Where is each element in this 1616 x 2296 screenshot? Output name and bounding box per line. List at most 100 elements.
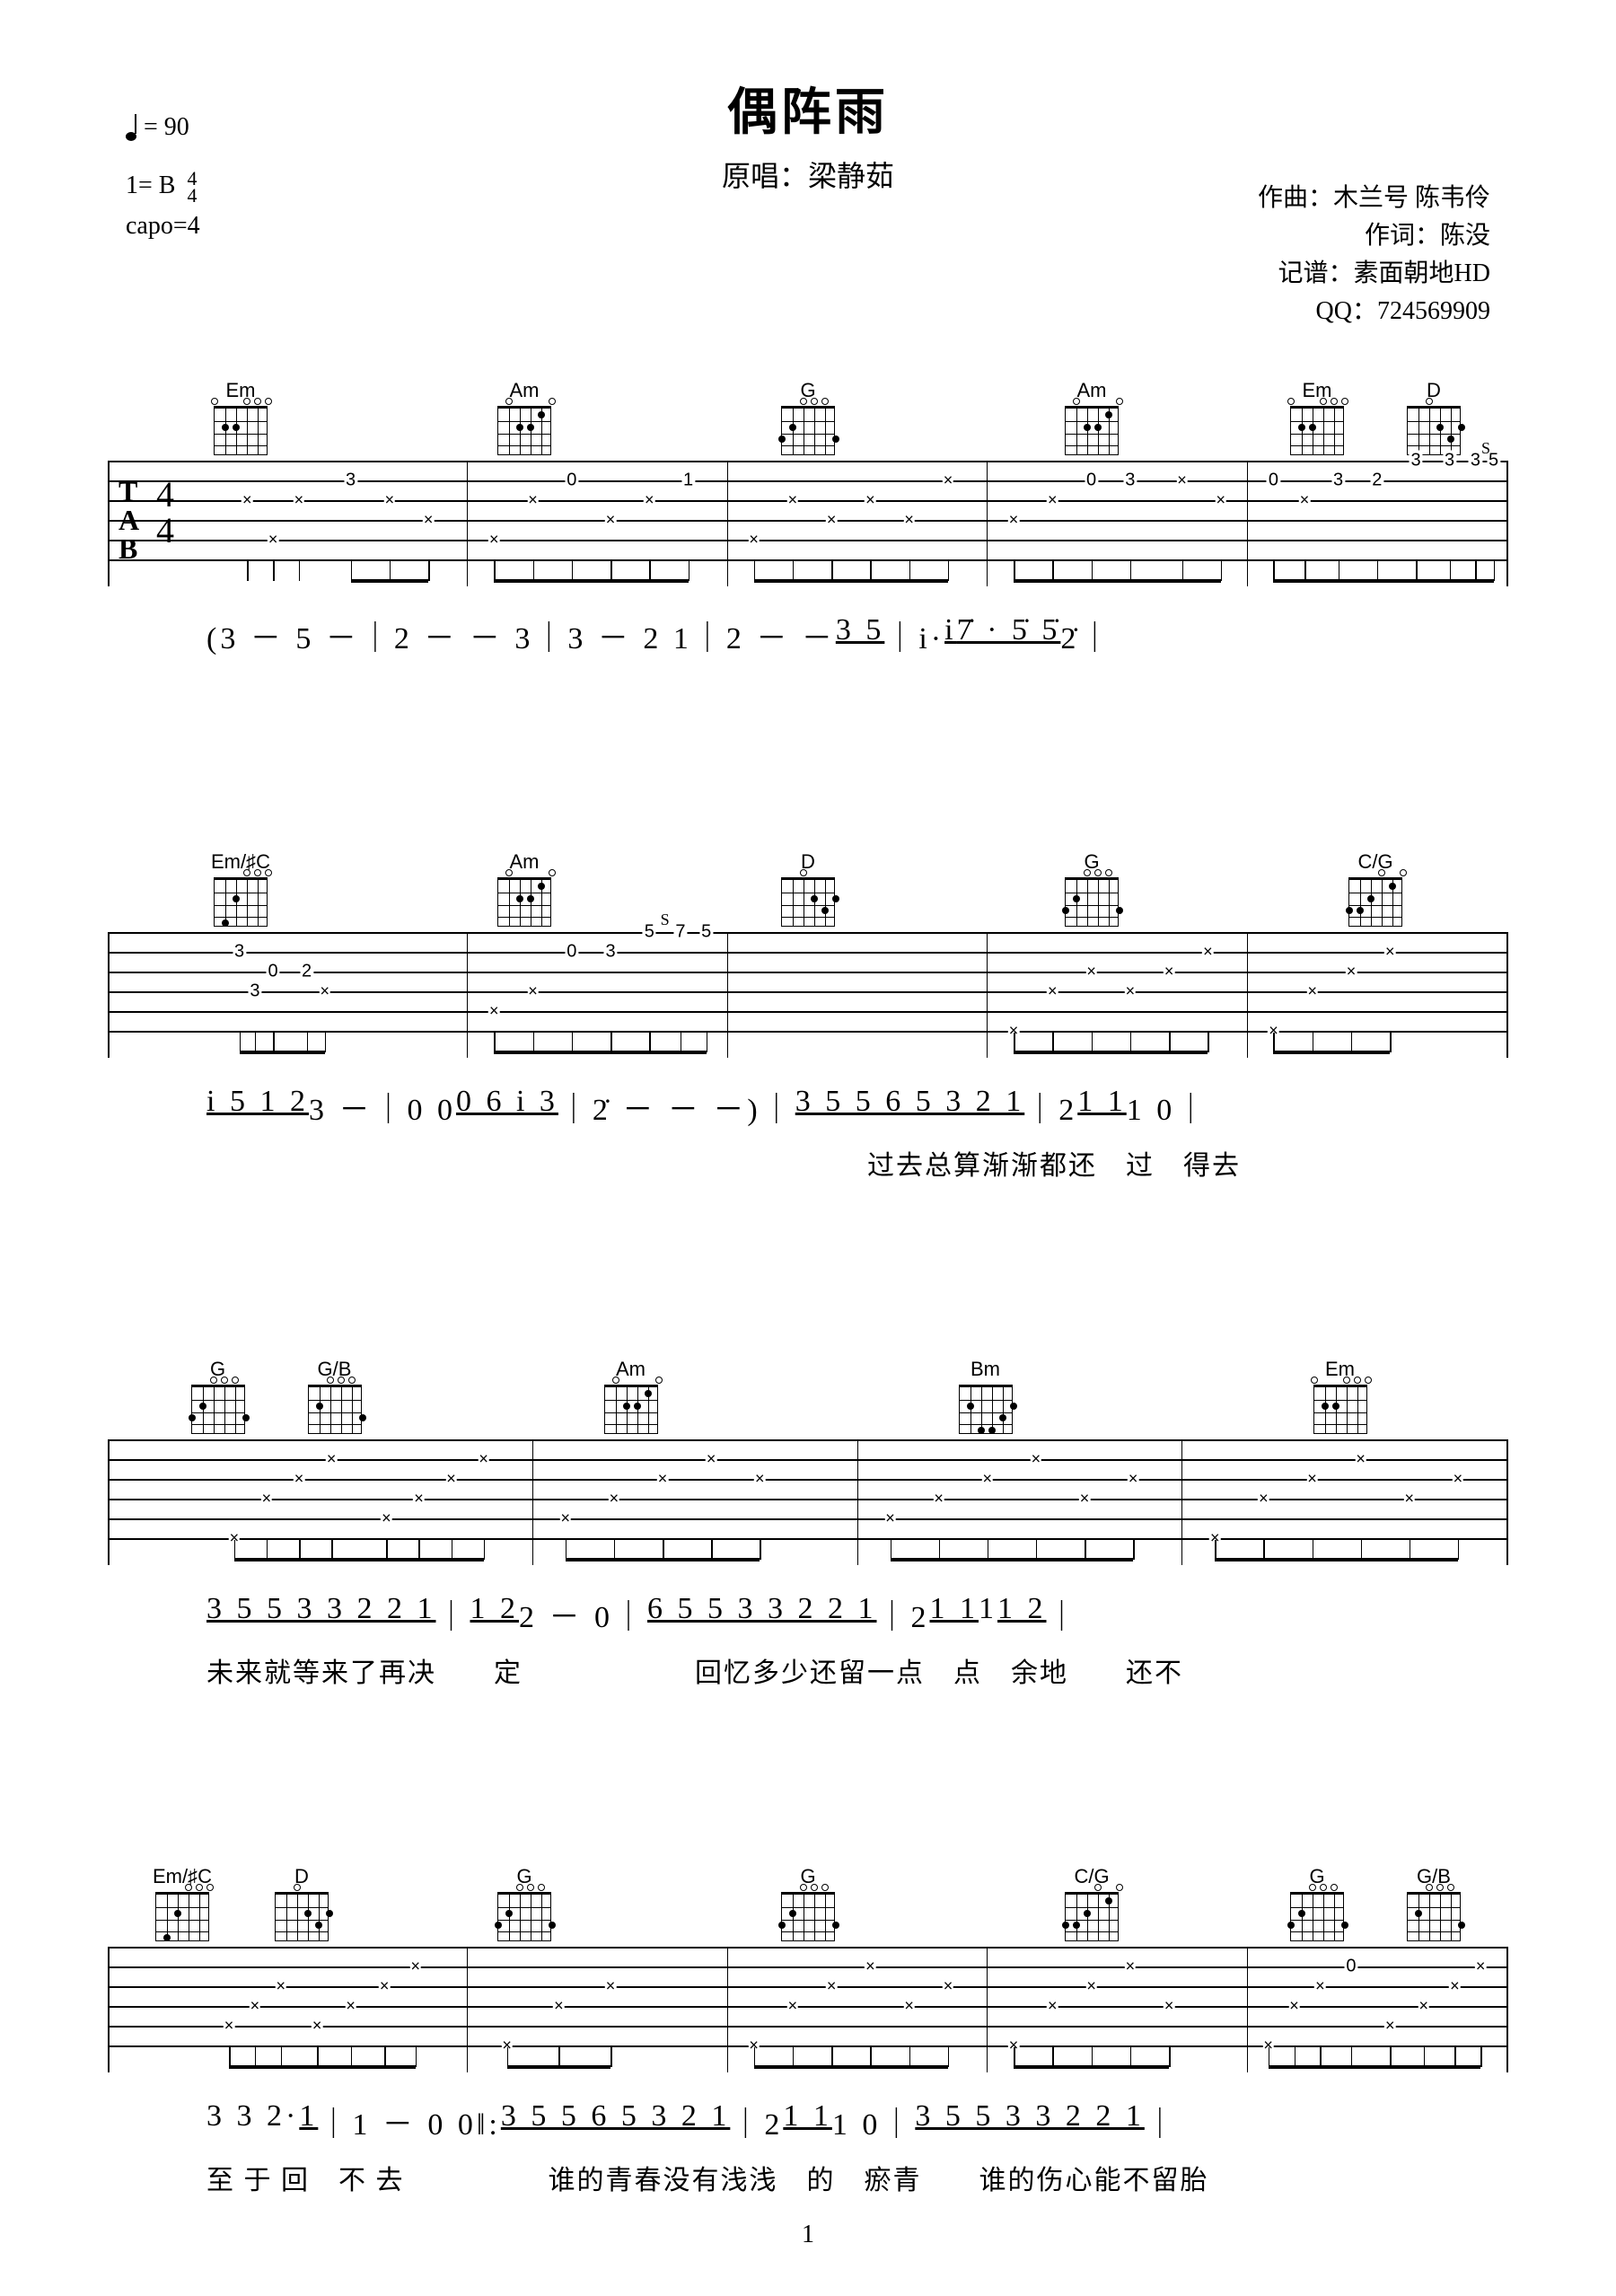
chord-diagram: Em	[1290, 379, 1344, 455]
tab-note: ×	[275, 1977, 286, 1996]
slide-label: S	[1481, 439, 1490, 458]
song-title: 偶阵雨	[108, 72, 1508, 145]
chord-diagram: G	[781, 379, 835, 455]
capo-label: capo=4	[126, 207, 200, 247]
chord-name: Am	[510, 850, 540, 874]
tab-note: ×	[884, 1509, 896, 1528]
tab-staff: 3023×××03575S××××××××××	[108, 932, 1508, 1058]
tab-note: ×	[1384, 943, 1396, 962]
chord-name: Em	[1303, 379, 1332, 402]
composer-credit: 作曲：木兰号 陈韦伶	[1258, 180, 1490, 217]
tab-bar: ××××××	[1182, 1439, 1506, 1565]
tab-note: 0	[267, 962, 280, 982]
meta-left: = 90 1= B 44 capo=4	[126, 108, 200, 246]
tab-note: ×	[1085, 1977, 1097, 1996]
lyric-row: 未来就等来了再决 定 回忆多少还留一点 点 余地 还不	[108, 1645, 1508, 1717]
tab-note: ×	[1164, 1997, 1175, 2016]
tab-bar: ××03××	[988, 461, 1247, 586]
tab-note: ×	[1216, 491, 1227, 510]
tab-staff: TAB443×××××××0××1××××××××03××0×323335S	[108, 461, 1508, 586]
tab-note: ×	[1079, 1490, 1091, 1509]
jianpu-row: 3 3 2· 1｜1 － 0 0‖: 3 5 5 6 5 3 2 1｜2 1 1…	[108, 2090, 1508, 2152]
chord-diagram: C/G	[1065, 1865, 1119, 1941]
chord-diagram: Em	[214, 379, 268, 455]
tab-note: 3	[248, 981, 261, 1002]
tab-note: ×	[261, 1490, 273, 1509]
tab-staff: ××××××××××××××××××××××××0××××	[108, 1947, 1508, 2072]
tab-note: ×	[345, 1997, 356, 2016]
tab-note: 5	[699, 922, 713, 943]
chord-name: Em/♯C	[153, 1865, 212, 1888]
tab-note: ×	[1355, 1450, 1366, 1469]
tab-note: ×	[1384, 2017, 1396, 2036]
tab-note: ×	[1346, 963, 1357, 981]
tempo-value: = 90	[144, 108, 189, 148]
tab-note: ×	[250, 1997, 261, 2016]
tab-note: ×	[657, 1470, 669, 1489]
tab-note: ×	[242, 491, 253, 510]
chord-diagram: Am	[497, 850, 551, 927]
tab-bar	[728, 932, 988, 1058]
chord-name: G/B	[1417, 1865, 1451, 1888]
tab-note: ×	[527, 491, 539, 510]
chord-name: Em	[1325, 1358, 1355, 1381]
chord-diagram: G	[1290, 1865, 1344, 1941]
tab-note: ×	[384, 491, 396, 510]
tab-note: 2	[1370, 471, 1383, 491]
tab-note: 3	[1410, 451, 1423, 471]
tab-note: ×	[865, 1957, 876, 1976]
tab-note: ×	[224, 2017, 235, 2036]
tab-note: ×	[1306, 982, 1318, 1001]
tab-bar: ××××	[1248, 932, 1506, 1058]
tab-note: ×	[1047, 491, 1058, 510]
chord-name: Bm	[970, 1358, 1000, 1381]
tab-note: ×	[933, 1490, 944, 1509]
tab-note: ×	[1314, 1977, 1326, 1996]
tab-note: 3	[603, 942, 617, 963]
jianpu-row: 3 5 5 3 3 2 2 1｜1 2 2 － 0｜6 5 5 3 3 2 2 …	[108, 1583, 1508, 1645]
tab-note: ×	[943, 1977, 954, 1996]
tab-note: ×	[1031, 1450, 1042, 1469]
chord-row: EmAmGAmEmD	[108, 374, 1508, 455]
chord-row: Em/♯CAmDGC/G	[108, 846, 1508, 927]
chord-name: Am	[510, 379, 540, 402]
tab-clef: TAB	[119, 477, 139, 563]
chord-diagram: C/G	[1348, 850, 1402, 927]
staff-system: Em/♯CDGGC/GGG/B××××××××××××××××××××××××0…	[108, 1861, 1508, 2224]
tab-note: 0	[1085, 471, 1098, 491]
chord-name: C/G	[1357, 850, 1392, 874]
tab-note: ×	[1306, 1470, 1318, 1489]
tab-note: 5	[643, 922, 656, 943]
tab-note: ×	[605, 511, 617, 530]
tab-bar: ×××××	[988, 1947, 1247, 2072]
tab-note: ×	[268, 531, 279, 550]
tab-note: ×	[409, 1957, 421, 1976]
tab-note: ×	[787, 491, 799, 510]
tab-note: 0	[565, 471, 578, 491]
tab-note: ×	[1299, 491, 1311, 510]
chord-diagram: G	[1065, 850, 1119, 927]
chord-diagram: G	[497, 1865, 551, 1941]
tab-bar: 3023×	[208, 932, 468, 1058]
quarter-note-icon	[126, 114, 136, 141]
chord-diagram: G	[191, 1358, 245, 1434]
jianpu-row: (3 － 5 －｜2 － － 3｜3 － 2 1｜2 － － 3 5｜i· i …	[108, 604, 1508, 666]
chord-diagram: G/B	[308, 1358, 362, 1434]
tab-bar: ××××××	[858, 1439, 1183, 1565]
chord-diagram: Em/♯C	[211, 850, 270, 927]
tab-note: ×	[644, 491, 655, 510]
tab-note: ×	[553, 1997, 565, 2016]
tab-note: ×	[1453, 1470, 1464, 1489]
tab-bar: 0×323335S	[1248, 461, 1506, 586]
chord-row: Em/♯CDGGC/GGG/B	[108, 1861, 1508, 1941]
tab-note: ×	[1047, 982, 1058, 1001]
tab-note: ×	[754, 1470, 766, 1489]
chord-diagram: D	[275, 1865, 329, 1941]
tab-note: 7	[673, 922, 687, 943]
tab-note: ×	[1202, 943, 1214, 962]
tab-note: ×	[560, 1509, 572, 1528]
chord-diagram: Em/♯C	[153, 1865, 212, 1941]
jianpu-row: i 5 1 2 3 －｜0 0 0 6 i 3｜2̇ － － －)｜3 5 5 …	[108, 1076, 1508, 1138]
chord-name: Em	[226, 379, 256, 402]
tab-note: ×	[1125, 982, 1137, 1001]
